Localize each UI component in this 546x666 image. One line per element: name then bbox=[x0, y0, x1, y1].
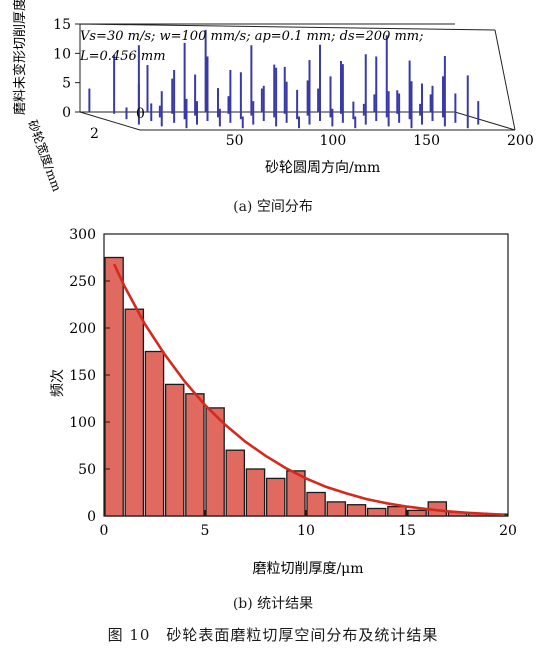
x-tick-label: 10 bbox=[297, 523, 315, 539]
x-tick-label: 5 bbox=[201, 523, 210, 539]
y-tick-label: 0 bbox=[136, 106, 145, 122]
histogram-bar bbox=[346, 504, 367, 517]
y-tick-label: 50 bbox=[78, 462, 96, 478]
subplot-a-caption: (a) 空间分布 bbox=[233, 199, 313, 215]
histogram-bar bbox=[124, 308, 145, 517]
chart-b-axes bbox=[103, 233, 509, 517]
y-tick-label: 300 bbox=[69, 227, 96, 243]
chart-a: 0 5 10 15 50 100 150 200 0 2 Vs=30 m/s; w=100 mm/… bbox=[12, 0, 534, 194]
histogram-bar bbox=[407, 509, 427, 517]
histogram-bar bbox=[326, 501, 347, 517]
x-tick-label: 150 bbox=[413, 133, 440, 149]
chart-b: 0 50 100 150 200 250 300 0 5 10 15 20 频次 磨粒切削厚度/μm bbox=[50, 227, 517, 577]
histogram-bar bbox=[144, 350, 165, 517]
y-tick-label: 0 bbox=[87, 509, 96, 525]
plot-frame bbox=[103, 233, 509, 517]
y-tick-label: 100 bbox=[69, 415, 96, 431]
z-tick-label: 15 bbox=[53, 17, 71, 33]
histogram-bar bbox=[286, 470, 306, 517]
y-tick-label: 250 bbox=[69, 274, 96, 290]
chart-a-params-line1: Vs=30 m/s; w=100 mm/s; ap=0.1 mm; ds=200… bbox=[80, 29, 424, 44]
y-tick-label: 150 bbox=[69, 368, 96, 384]
histogram-bar bbox=[387, 505, 407, 517]
chart-b-ticks: 0 50 100 150 200 250 300 0 5 10 15 20 bbox=[69, 227, 517, 539]
histogram-bar bbox=[306, 491, 326, 517]
histogram-bar bbox=[185, 393, 205, 517]
histogram-bar bbox=[245, 468, 266, 517]
y-tick-label: 200 bbox=[69, 321, 96, 337]
x-tick-label: 50 bbox=[226, 133, 244, 149]
z-tick-label: 10 bbox=[53, 46, 71, 62]
y-tick-label: 2 bbox=[90, 126, 99, 142]
histogram-bar bbox=[205, 407, 225, 517]
x-tick-label: 100 bbox=[320, 133, 347, 149]
chart-b-x-label: 磨粒切削厚度/μm bbox=[252, 561, 363, 577]
chart-a-x-label: 砂轮圆周方向/mm bbox=[265, 160, 380, 176]
chart-a-y-label: 砂轮宽度/mm bbox=[25, 118, 65, 194]
x-tick-label: 15 bbox=[398, 523, 416, 539]
chart-b-y-label: 频次 bbox=[50, 369, 66, 397]
chart-a-z-label: 磨料未变形切削厚度/μm bbox=[12, 0, 28, 115]
histogram-bar bbox=[225, 449, 246, 517]
chart-a-ticks: 0 5 10 15 50 100 150 200 0 2 bbox=[53, 17, 534, 149]
x-tick-label: 200 bbox=[507, 133, 534, 149]
figure-caption: 图 10 砂轮表面磨粒切厚空间分布及统计结果 bbox=[107, 626, 439, 644]
chart-a-bars bbox=[88, 29, 480, 129]
chart-a-params-line2: L=0.456 mm bbox=[79, 49, 166, 64]
x-tick-label: 0 bbox=[100, 523, 109, 539]
histogram-bar bbox=[265, 477, 286, 517]
chart-b-fit-curve bbox=[112, 263, 505, 516]
z-tick-label: 5 bbox=[62, 76, 71, 92]
subplot-b-caption: (b) 统计结果 bbox=[232, 596, 314, 612]
histogram-bar bbox=[366, 507, 387, 517]
x-tick-label: 20 bbox=[499, 523, 517, 539]
histogram-bar bbox=[164, 383, 185, 517]
z-tick-label: 0 bbox=[62, 105, 71, 121]
histogram-bar bbox=[104, 256, 124, 517]
chart-b-bars bbox=[104, 256, 508, 517]
